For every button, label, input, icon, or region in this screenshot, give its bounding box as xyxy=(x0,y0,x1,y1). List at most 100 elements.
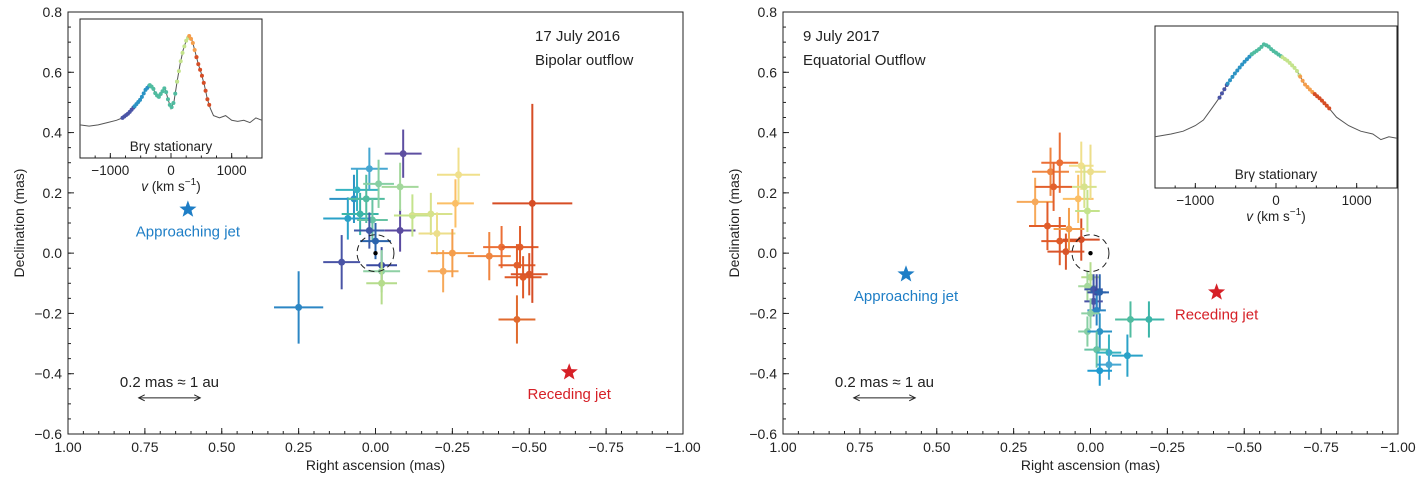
point-marker xyxy=(1043,222,1051,230)
point-marker xyxy=(513,261,521,269)
inset-profile-point xyxy=(171,100,176,105)
point-marker xyxy=(1031,198,1039,206)
inset-profile-point xyxy=(1307,87,1312,92)
data-point xyxy=(467,232,511,281)
data-point xyxy=(1072,165,1097,208)
point-marker xyxy=(1077,162,1085,170)
point-marker xyxy=(455,171,463,179)
inset-profile-point xyxy=(1219,91,1224,96)
inset-profile-point xyxy=(1242,59,1247,64)
inset-profile-point xyxy=(194,55,199,60)
x-tick-label: −0.25 xyxy=(1150,439,1186,455)
point-marker xyxy=(1145,315,1153,323)
point-marker xyxy=(1090,297,1098,305)
x-tick-label: −0.75 xyxy=(1303,439,1339,455)
inset-profile-point xyxy=(1303,82,1308,87)
point-marker xyxy=(344,214,352,222)
inset-profile-point xyxy=(1319,98,1324,103)
data-point xyxy=(430,229,474,278)
inset-profile-point xyxy=(190,41,195,46)
data-point xyxy=(366,262,398,305)
point-marker xyxy=(1050,183,1058,191)
point-marker xyxy=(396,227,404,235)
inset-profile-point xyxy=(189,36,194,41)
inset-profile-point xyxy=(1244,57,1249,62)
point-marker xyxy=(378,279,386,287)
point-marker xyxy=(1056,237,1064,245)
point-marker xyxy=(1065,225,1073,233)
inset-xlabel-var: v xyxy=(1246,209,1254,224)
approaching-star-icon xyxy=(179,200,197,217)
data-point xyxy=(1035,162,1073,211)
inset-xlabel-exp: −1 xyxy=(185,177,197,188)
point-marker xyxy=(1093,346,1101,354)
data-point xyxy=(504,256,542,299)
point-marker xyxy=(528,199,536,207)
point-marker xyxy=(396,183,404,191)
inset-profile-point xyxy=(1237,65,1242,70)
point-marker xyxy=(1087,168,1094,176)
x-tick-label: −0.25 xyxy=(435,439,471,455)
inset-profile-point xyxy=(1322,101,1327,106)
scale-bar-label: 0.2 mas ≈ 1 au xyxy=(835,374,934,391)
point-marker xyxy=(525,270,533,278)
x-tick-label: 0.25 xyxy=(285,439,312,455)
inset-profile-point xyxy=(151,86,156,91)
approaching-jet-label: Approaching jet xyxy=(854,288,959,305)
data-point xyxy=(437,147,481,202)
inset-profile-point xyxy=(192,48,197,53)
x-tick-label: 0.50 xyxy=(923,439,950,455)
data-point xyxy=(418,212,456,255)
point-marker xyxy=(338,258,346,266)
inset-profile-point xyxy=(162,86,167,91)
data-point xyxy=(1032,147,1069,196)
x-tick-label: 0.00 xyxy=(1077,439,1104,455)
point-marker xyxy=(372,237,379,245)
x-tick-label: −0.75 xyxy=(588,439,624,455)
inset-profile-point xyxy=(164,90,169,95)
x-tick-label: 0.75 xyxy=(846,439,873,455)
point-marker xyxy=(362,195,370,203)
data-point xyxy=(1041,132,1079,193)
x-axis-label: Right ascension (mas) xyxy=(306,457,445,473)
x-tick-label: −0.50 xyxy=(1227,439,1263,455)
point-marker xyxy=(448,249,456,257)
y-tick-label: 0.0 xyxy=(43,245,63,261)
data-point xyxy=(1075,189,1100,233)
point-marker xyxy=(1080,183,1088,191)
inset-profile-point xyxy=(198,67,203,72)
inset-x-tick-label: 1000 xyxy=(217,163,247,178)
point-marker xyxy=(353,186,361,194)
point-marker xyxy=(1083,282,1091,290)
data-point xyxy=(1075,144,1106,199)
point-marker xyxy=(1096,288,1104,296)
inset-profile-point xyxy=(176,69,181,74)
x-tick-label: −1.00 xyxy=(1380,439,1416,455)
panel-subtitle: Equatorial Outflow xyxy=(803,52,926,69)
data-point xyxy=(363,159,394,208)
point-marker xyxy=(1105,361,1113,369)
x-tick-label: 0.50 xyxy=(208,439,235,455)
data-point xyxy=(357,198,388,242)
inset-x-tick-label: 0 xyxy=(1272,193,1280,208)
y-tick-label: 0.4 xyxy=(758,125,778,141)
inset-x-tick-label: 1000 xyxy=(1342,193,1372,208)
receding-jet-label: Receding jet xyxy=(528,386,612,403)
continuum-circle xyxy=(1071,234,1110,273)
scale-arrow-left xyxy=(852,394,860,402)
inset-profile-point xyxy=(1217,95,1222,100)
inset-profile-point xyxy=(141,91,146,96)
inset-profile-point xyxy=(1235,68,1240,73)
point-marker xyxy=(451,199,459,207)
point-marker xyxy=(1074,195,1082,203)
receding-star-icon xyxy=(560,363,578,380)
inset-profile-point xyxy=(205,97,210,102)
inset-profile-point xyxy=(1228,78,1233,83)
x-tick-label: −0.50 xyxy=(512,439,548,455)
inset-xlabel-unit: (km s xyxy=(1253,209,1290,224)
y-tick-label: −0.4 xyxy=(749,366,777,382)
inset-xlabel-var: v xyxy=(141,179,149,194)
point-marker xyxy=(1056,159,1064,167)
y-tick-label: 0.2 xyxy=(758,185,778,201)
